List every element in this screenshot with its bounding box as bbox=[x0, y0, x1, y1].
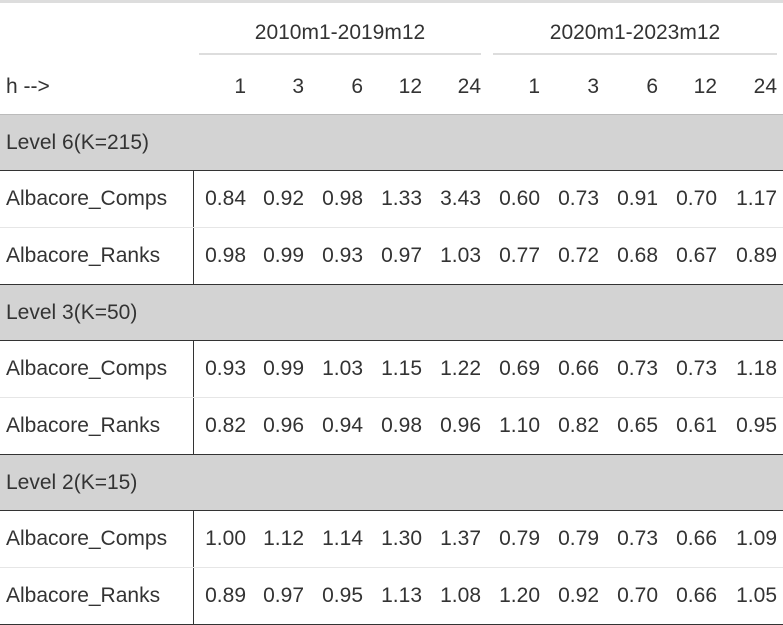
value-cell: 0.82 bbox=[546, 397, 605, 455]
value-cell: 0.95 bbox=[723, 397, 783, 455]
row-label: Albacore_Ranks bbox=[0, 227, 194, 285]
value-cell: 1.22 bbox=[428, 340, 487, 398]
value-cell: 0.97 bbox=[252, 567, 310, 625]
value-cell: 0.98 bbox=[193, 227, 252, 285]
period-header-2: 2020m1-2023m12 bbox=[487, 7, 783, 59]
row-label: Albacore_Comps bbox=[0, 340, 194, 398]
value-cell: 1.14 bbox=[310, 510, 369, 568]
value-cell: 0.89 bbox=[193, 567, 252, 625]
value-cell: 1.10 bbox=[487, 397, 546, 455]
value-cell: 3.43 bbox=[428, 170, 487, 228]
value-cell: 0.97 bbox=[369, 227, 428, 285]
value-cell: 0.92 bbox=[546, 567, 605, 625]
horizon-header-row: h --> 1 3 6 12 24 1 3 6 12 24 bbox=[0, 59, 783, 115]
value-cell: 1.05 bbox=[723, 567, 783, 625]
value-cell: 1.18 bbox=[723, 340, 783, 398]
value-cell: 0.73 bbox=[605, 340, 664, 398]
table-row: Albacore_Ranks 0.98 0.99 0.93 0.97 1.03 0.77 0.… bbox=[0, 227, 783, 285]
value-cell: 0.98 bbox=[369, 397, 428, 455]
value-cell: 1.13 bbox=[369, 567, 428, 625]
value-cell: 1.09 bbox=[723, 510, 783, 568]
value-cell: 0.66 bbox=[664, 567, 723, 625]
horizon-cell: 1 bbox=[528, 74, 540, 98]
table-row: Albacore_Comps 0.93 0.99 1.03 1.15 1.22 0.69 0.… bbox=[0, 340, 783, 398]
horizon-label: h --> bbox=[6, 74, 50, 98]
table-top-border bbox=[0, 0, 783, 7]
value-cell: 0.73 bbox=[546, 170, 605, 228]
value-cell: 0.69 bbox=[487, 340, 546, 398]
value-cell: 0.79 bbox=[487, 510, 546, 568]
value-cell: 1.30 bbox=[369, 510, 428, 568]
value-cell: 0.66 bbox=[546, 340, 605, 398]
value-cell: 0.66 bbox=[664, 510, 723, 568]
horizon-cell: 24 bbox=[753, 74, 777, 98]
group-header-row: Level 3(K=50) bbox=[0, 284, 783, 341]
value-cell: 0.93 bbox=[193, 340, 252, 398]
row-label: Albacore_Ranks bbox=[0, 567, 194, 625]
value-cell: 0.73 bbox=[605, 510, 664, 568]
value-cell: 0.84 bbox=[193, 170, 252, 228]
horizon-cell: 6 bbox=[646, 74, 658, 98]
horizon-cell: 3 bbox=[292, 74, 304, 98]
value-cell: 0.73 bbox=[664, 340, 723, 398]
group-header-row: Level 6(K=215) bbox=[0, 114, 783, 171]
value-cell: 0.60 bbox=[487, 170, 546, 228]
value-cell: 1.00 bbox=[193, 510, 252, 568]
value-cell: 0.99 bbox=[252, 227, 310, 285]
group-label: Level 6(K=215) bbox=[0, 114, 783, 171]
period-header-1: 2010m1-2019m12 bbox=[193, 7, 487, 59]
row-label: Albacore_Ranks bbox=[0, 397, 194, 455]
period-header-row: 2010m1-2019m12 2020m1-2023m12 bbox=[0, 7, 783, 59]
value-cell: 0.70 bbox=[664, 170, 723, 228]
row-label: Albacore_Comps bbox=[0, 170, 194, 228]
table-row: Albacore_Ranks 0.82 0.96 0.94 0.98 0.96 1.10 0.… bbox=[0, 397, 783, 455]
value-cell: 0.77 bbox=[487, 227, 546, 285]
table-row: Albacore_Comps 0.84 0.92 0.98 1.33 3.43 0.60 0.… bbox=[0, 170, 783, 228]
value-cell: 0.70 bbox=[605, 567, 664, 625]
row-label: Albacore_Comps bbox=[0, 510, 194, 568]
value-cell: 0.95 bbox=[310, 567, 369, 625]
value-cell: 1.08 bbox=[428, 567, 487, 625]
table-row: Albacore_Comps 1.00 1.12 1.14 1.30 1.37 0.79 0.… bbox=[0, 510, 783, 568]
value-cell: 0.94 bbox=[310, 397, 369, 455]
value-cell: 1.33 bbox=[369, 170, 428, 228]
horizon-cell: 1 bbox=[234, 74, 246, 98]
value-cell: 0.82 bbox=[193, 397, 252, 455]
value-cell: 1.15 bbox=[369, 340, 428, 398]
horizon-cell: 24 bbox=[457, 74, 481, 98]
period-label-1: 2010m1-2019m12 bbox=[199, 11, 481, 55]
horizon-cell: 12 bbox=[693, 74, 717, 98]
value-cell: 1.12 bbox=[252, 510, 310, 568]
horizon-cell: 6 bbox=[351, 74, 363, 98]
horizon-cell: 3 bbox=[587, 74, 599, 98]
value-cell: 0.61 bbox=[664, 397, 723, 455]
value-cell: 0.98 bbox=[310, 170, 369, 228]
value-cell: 1.20 bbox=[487, 567, 546, 625]
value-cell: 0.79 bbox=[546, 510, 605, 568]
value-cell: 0.68 bbox=[605, 227, 664, 285]
value-cell: 0.67 bbox=[664, 227, 723, 285]
table-row: Albacore_Ranks 0.89 0.97 0.95 1.13 1.08 1.20 0.… bbox=[0, 567, 783, 625]
value-cell: 0.89 bbox=[723, 227, 783, 285]
value-cell: 1.03 bbox=[310, 340, 369, 398]
value-cell: 1.37 bbox=[428, 510, 487, 568]
period-label-2: 2020m1-2023m12 bbox=[493, 11, 777, 55]
value-cell: 1.17 bbox=[723, 170, 783, 228]
value-cell: 0.93 bbox=[310, 227, 369, 285]
value-cell: 0.72 bbox=[546, 227, 605, 285]
group-label: Level 3(K=50) bbox=[0, 284, 783, 341]
value-cell: 0.99 bbox=[252, 340, 310, 398]
horizon-cell: 12 bbox=[398, 74, 422, 98]
value-cell: 0.96 bbox=[252, 397, 310, 455]
value-cell: 0.65 bbox=[605, 397, 664, 455]
group-header-row: Level 2(K=15) bbox=[0, 454, 783, 511]
value-cell: 0.91 bbox=[605, 170, 664, 228]
value-cell: 0.96 bbox=[428, 397, 487, 455]
group-label: Level 2(K=15) bbox=[0, 454, 783, 511]
period-header-stub bbox=[0, 7, 193, 59]
value-cell: 0.92 bbox=[252, 170, 310, 228]
value-cell: 1.03 bbox=[428, 227, 487, 285]
